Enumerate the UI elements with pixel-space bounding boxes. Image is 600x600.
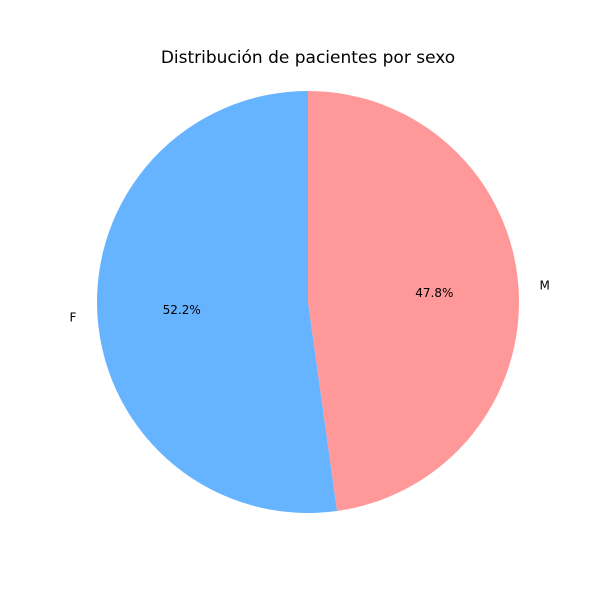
pie-labels: F 52.2% M 47.8% bbox=[70, 278, 550, 324]
pie-slice-f bbox=[97, 91, 338, 513]
chart-title: Distribución de pacientes por sexo bbox=[161, 48, 455, 68]
category-label-m: M bbox=[540, 278, 550, 292]
pie-slice-m bbox=[308, 91, 520, 511]
category-label-f: F bbox=[70, 311, 77, 325]
pie-slices bbox=[97, 91, 520, 513]
percent-label-m: 47.8% bbox=[415, 286, 453, 300]
percent-label-f: 52.2% bbox=[163, 303, 201, 317]
